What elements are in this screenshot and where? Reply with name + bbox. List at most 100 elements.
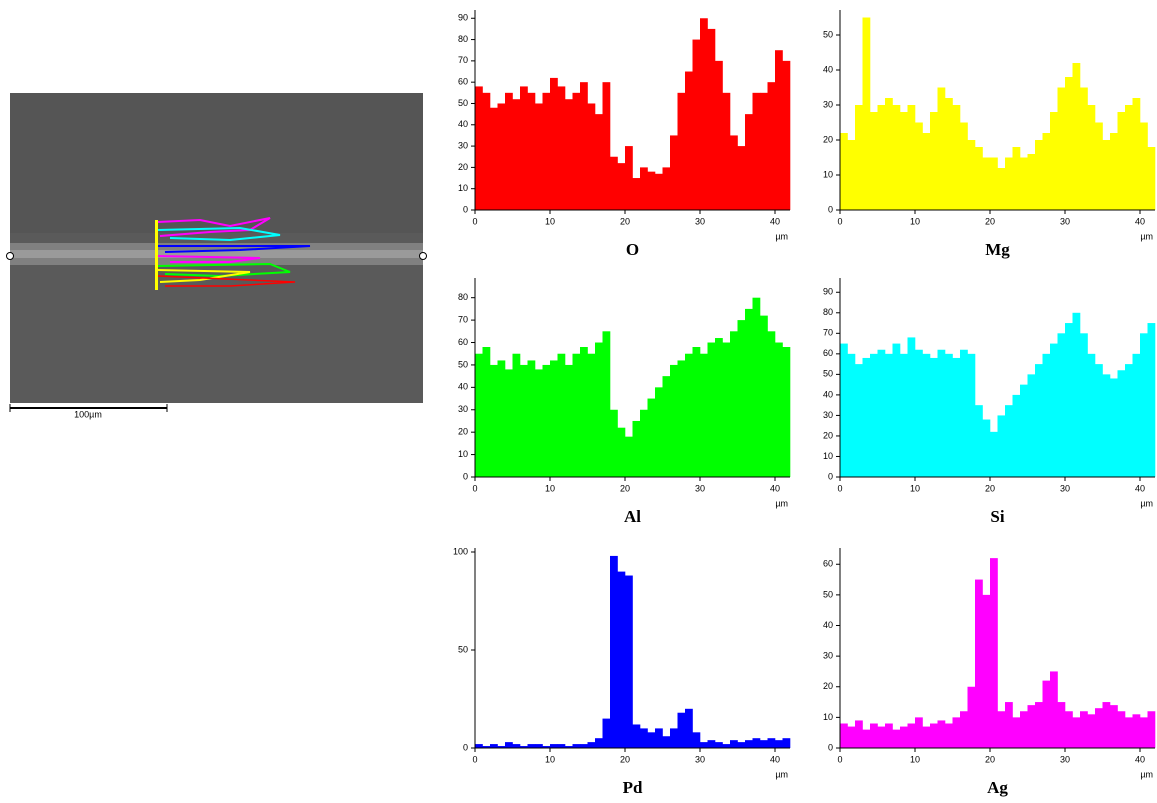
- bar: [1117, 112, 1126, 210]
- bar: [512, 99, 521, 210]
- bar: [700, 18, 708, 211]
- bar: [1027, 705, 1036, 748]
- bar: [595, 114, 603, 210]
- y-tick-label: 70: [458, 55, 468, 65]
- bar: [1057, 702, 1066, 748]
- bar: [542, 364, 551, 477]
- bar: [587, 353, 596, 477]
- bar: [745, 740, 753, 748]
- bar: [997, 711, 1006, 748]
- bar: [960, 711, 968, 748]
- bar: [840, 133, 848, 210]
- bar: [862, 729, 871, 748]
- bar: [565, 99, 573, 210]
- bar: [737, 146, 746, 210]
- x-tick-label: 0: [472, 754, 477, 764]
- bar: [1095, 364, 1103, 477]
- bar: [655, 387, 663, 477]
- bar: [760, 740, 768, 748]
- bar: [535, 744, 543, 748]
- bar: [655, 173, 663, 210]
- bar: [557, 744, 566, 748]
- bar: [945, 723, 953, 748]
- bar: [752, 297, 761, 477]
- bar: [490, 744, 498, 748]
- bar: [527, 360, 536, 477]
- x-tick-label: 20: [985, 483, 995, 493]
- bar: [685, 708, 693, 748]
- bar: [1110, 133, 1118, 210]
- bar: [930, 723, 938, 748]
- bar: [482, 347, 491, 477]
- bar: [580, 744, 588, 748]
- bar: [907, 723, 916, 748]
- bar: [847, 726, 856, 748]
- bar: [550, 360, 558, 477]
- bar: [640, 728, 648, 748]
- bar: [967, 353, 976, 477]
- bar: [782, 347, 791, 477]
- bar: [632, 724, 641, 748]
- bar: [967, 686, 976, 748]
- bar: [707, 740, 716, 748]
- bar: [535, 103, 543, 210]
- bar: [572, 353, 581, 477]
- bar: [1110, 705, 1118, 748]
- y-tick-label: 20: [823, 681, 833, 691]
- y-tick-label: 0: [463, 742, 468, 752]
- bar: [975, 405, 983, 477]
- bar: [722, 744, 731, 748]
- bar: [730, 331, 738, 477]
- bar: [945, 98, 953, 210]
- y-tick-label: 90: [823, 287, 833, 297]
- bar: [1057, 87, 1066, 210]
- bar: [722, 92, 731, 210]
- bar: [862, 17, 871, 210]
- bar: [1035, 364, 1043, 477]
- bar: [520, 86, 528, 210]
- bar: [760, 315, 768, 477]
- bar: [610, 409, 618, 477]
- bar: [610, 156, 618, 210]
- bar: [730, 740, 738, 748]
- y-tick-label: 50: [823, 589, 833, 599]
- x-tick-label: 30: [695, 754, 705, 764]
- bar: [1042, 353, 1051, 477]
- bar: [617, 571, 626, 748]
- bar: [1147, 147, 1156, 210]
- x-tick-label: 40: [1135, 754, 1145, 764]
- bar: [847, 353, 856, 477]
- bar: [1095, 708, 1103, 748]
- y-tick-label: 50: [458, 359, 468, 369]
- bar: [715, 60, 723, 210]
- x-tick-label: 40: [1135, 483, 1145, 493]
- bar: [945, 353, 953, 477]
- bar: [1125, 105, 1133, 210]
- bar: [1080, 87, 1088, 210]
- x-unit-label: µm: [1140, 231, 1153, 241]
- bar: [952, 357, 961, 477]
- bar: [745, 114, 753, 210]
- bar: [482, 92, 491, 210]
- bar: [617, 163, 626, 210]
- x-tick-label: 20: [620, 483, 630, 493]
- y-tick-label: 10: [823, 712, 833, 722]
- y-tick-label: 30: [458, 404, 468, 414]
- sem-image: 100µm: [6, 93, 427, 419]
- bar: [632, 178, 641, 210]
- x-tick-label: 40: [1135, 216, 1145, 226]
- bar: [505, 369, 513, 477]
- bar: [752, 738, 761, 748]
- y-tick-label: 80: [458, 34, 468, 44]
- bar: [990, 431, 998, 477]
- bar: [782, 738, 791, 748]
- y-tick-label: 60: [458, 77, 468, 87]
- y-tick-label: 0: [463, 471, 468, 481]
- bar: [1072, 717, 1081, 748]
- bar: [1012, 717, 1021, 748]
- bar: [662, 167, 671, 210]
- bar: [505, 92, 513, 210]
- bar: [752, 92, 761, 210]
- bar: [527, 92, 536, 210]
